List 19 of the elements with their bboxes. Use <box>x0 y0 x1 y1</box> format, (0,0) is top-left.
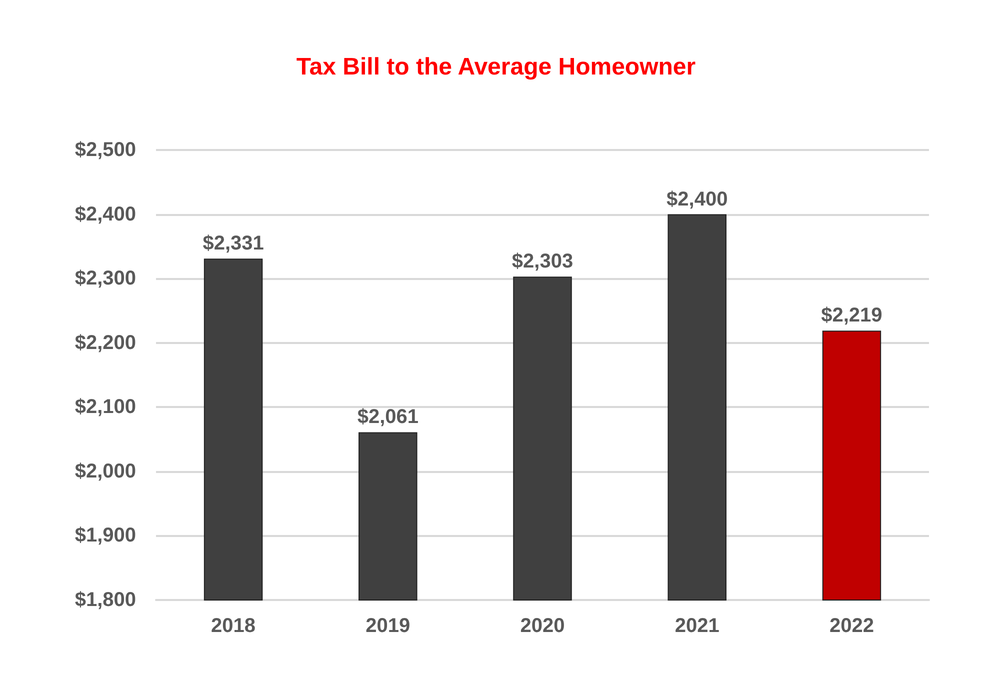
y-tick-label: $1,800 <box>74 589 136 611</box>
y-tick-label: $2,200 <box>74 332 136 354</box>
data-label: $2,331 <box>202 232 264 255</box>
y-tick-label: $2,300 <box>74 268 136 290</box>
chart-title: Tax Bill to the Average Homeowner <box>296 54 696 80</box>
data-label: $2,061 <box>357 406 418 428</box>
x-tick-label: 2019 <box>366 615 410 637</box>
x-tick-label: 2021 <box>674 615 720 637</box>
x-tick-label: 2020 <box>520 615 565 637</box>
y-tick-label: $2,100 <box>74 396 136 418</box>
y-tick-label: $1,900 <box>74 524 136 547</box>
data-label: $2,219 <box>821 304 882 327</box>
y-tick-label: $2,000 <box>74 460 136 482</box>
data-label: $2,303 <box>512 250 574 273</box>
x-tick-label: 2022 <box>829 615 874 637</box>
data-label: $2,400 <box>666 188 728 210</box>
x-tick-label: 2018 <box>211 615 256 637</box>
y-tick-label: $2,400 <box>74 203 136 226</box>
y-tick-label: $2,500 <box>74 139 136 161</box>
